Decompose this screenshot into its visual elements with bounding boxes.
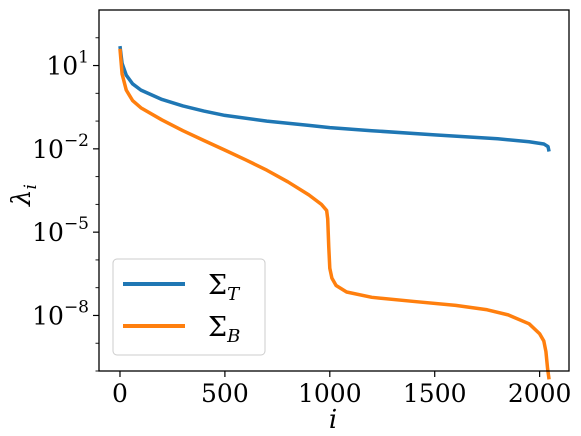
legend-label-T: ΣT xyxy=(208,270,241,305)
series-line-B xyxy=(118,48,551,380)
legend-box xyxy=(112,258,266,356)
x-tick-label: 1500 xyxy=(403,379,467,408)
x-axis-label: i xyxy=(329,405,337,435)
y-axis-label-main: λ xyxy=(7,189,37,206)
y-tick-label: 101 xyxy=(46,48,89,81)
legend-label-T-main: Σ xyxy=(208,270,227,301)
series-line-T xyxy=(118,45,551,152)
x-tick-label: 500 xyxy=(201,379,249,408)
legend: ΣT ΣB xyxy=(112,258,266,356)
x-tick-label: 2000 xyxy=(508,379,572,408)
legend-label-B-main: Σ xyxy=(208,312,227,343)
x-tick-label: 1000 xyxy=(298,379,362,408)
y-tick-label: 10−2 xyxy=(32,131,89,164)
axes-frame xyxy=(98,9,570,372)
y-tick-label: 10−8 xyxy=(32,297,89,330)
legend-label-B-subscript: B xyxy=(226,326,240,347)
legend-label-T-subscript: T xyxy=(227,284,241,305)
y-axis-label: λi xyxy=(7,184,41,207)
x-axis-ticks: 0 500 1000 1500 2000 xyxy=(112,371,571,408)
y-axis-ticks: 101 10−2 10−5 10−8 xyxy=(32,37,99,372)
series-layer xyxy=(118,45,551,380)
y-axis-label-subscript: i xyxy=(21,184,41,189)
y-tick-label: 10−5 xyxy=(32,214,89,247)
legend-label-B: ΣB xyxy=(208,312,240,347)
x-tick-label: 0 xyxy=(112,379,128,408)
